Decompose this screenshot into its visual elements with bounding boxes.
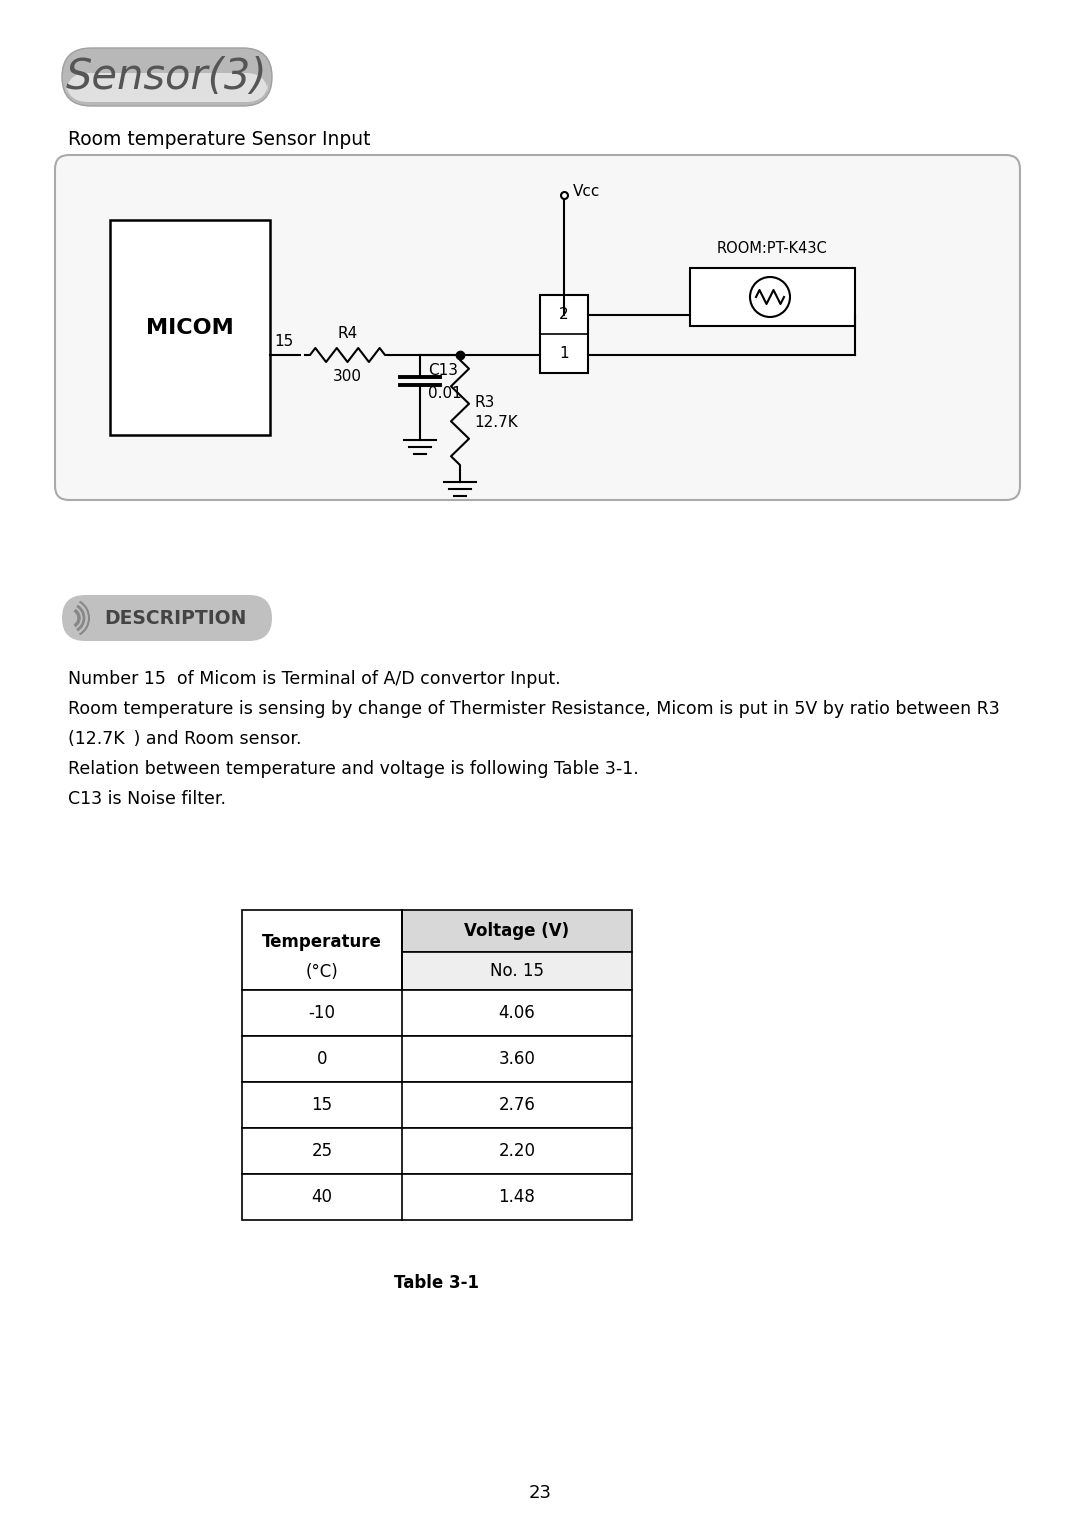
Text: 1: 1 bbox=[559, 345, 569, 361]
Bar bbox=[242, 911, 402, 990]
Text: MICOM: MICOM bbox=[146, 318, 234, 338]
Text: C13 is Noise filter.: C13 is Noise filter. bbox=[68, 790, 226, 808]
Bar bbox=[402, 952, 632, 990]
Text: Sensor(3): Sensor(3) bbox=[66, 57, 268, 98]
Bar bbox=[110, 220, 270, 435]
Text: -10: -10 bbox=[309, 1004, 336, 1022]
Bar bbox=[242, 1036, 632, 1082]
Text: 15: 15 bbox=[274, 335, 294, 348]
Text: DESCRIPTION: DESCRIPTION bbox=[104, 608, 246, 628]
Text: 23: 23 bbox=[528, 1484, 552, 1502]
Text: C13: C13 bbox=[428, 364, 458, 377]
Text: 4.06: 4.06 bbox=[499, 1004, 536, 1022]
Bar bbox=[242, 1082, 632, 1128]
Text: Relation between temperature and voltage is following Table 3-1.: Relation between temperature and voltage… bbox=[68, 759, 638, 778]
Bar bbox=[242, 1128, 632, 1174]
Text: 25: 25 bbox=[311, 1141, 333, 1160]
Text: 40: 40 bbox=[311, 1187, 333, 1206]
Text: R4: R4 bbox=[337, 325, 357, 341]
Bar bbox=[242, 990, 632, 1036]
Text: Vcc: Vcc bbox=[573, 185, 600, 200]
Bar bbox=[540, 295, 588, 373]
FancyBboxPatch shape bbox=[55, 154, 1020, 500]
Text: Room temperature is sensing by change of Thermister Resistance, Micom is put in : Room temperature is sensing by change of… bbox=[68, 700, 1000, 718]
Text: 300: 300 bbox=[333, 368, 362, 384]
Text: 0: 0 bbox=[316, 1050, 327, 1068]
Text: 15: 15 bbox=[311, 1096, 333, 1114]
Bar bbox=[402, 911, 632, 952]
Text: Voltage (V): Voltage (V) bbox=[464, 921, 569, 940]
Text: 0.01: 0.01 bbox=[428, 387, 462, 400]
FancyBboxPatch shape bbox=[66, 73, 268, 102]
FancyBboxPatch shape bbox=[62, 594, 272, 642]
Text: Room temperature Sensor Input: Room temperature Sensor Input bbox=[68, 130, 370, 150]
Text: (12.7K  ) and Room sensor.: (12.7K ) and Room sensor. bbox=[68, 730, 301, 749]
Text: 3.60: 3.60 bbox=[499, 1050, 536, 1068]
Text: Temperature: Temperature bbox=[262, 934, 382, 950]
Text: No. 15: No. 15 bbox=[490, 963, 544, 979]
Text: (°C): (°C) bbox=[306, 963, 338, 981]
Text: 1.48: 1.48 bbox=[499, 1187, 536, 1206]
Text: ROOM:PT-K43C: ROOM:PT-K43C bbox=[717, 241, 828, 257]
Text: 12.7K: 12.7K bbox=[474, 416, 517, 429]
Bar bbox=[242, 1174, 632, 1219]
FancyBboxPatch shape bbox=[62, 47, 272, 105]
Text: Number 15  of Micom is Terminal of A/D convertor Input.: Number 15 of Micom is Terminal of A/D co… bbox=[68, 669, 561, 688]
Text: Table 3-1: Table 3-1 bbox=[394, 1274, 480, 1293]
Text: 2.76: 2.76 bbox=[499, 1096, 536, 1114]
Text: 2: 2 bbox=[559, 307, 569, 322]
Text: R3: R3 bbox=[474, 396, 495, 410]
Bar bbox=[690, 267, 855, 325]
Text: 2.20: 2.20 bbox=[499, 1141, 536, 1160]
Circle shape bbox=[750, 277, 789, 316]
